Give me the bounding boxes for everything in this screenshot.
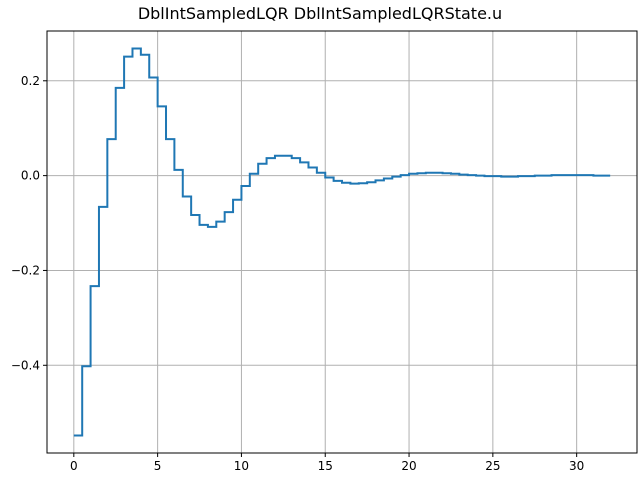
x-tick-label: 10 <box>234 459 249 473</box>
x-axis: 0 5 10 15 20 25 30 <box>70 453 584 473</box>
y-tick-label: −0.2 <box>11 263 40 277</box>
x-tick-label: 0 <box>70 459 78 473</box>
x-tick-label: 30 <box>569 459 584 473</box>
chart-title: DblIntSampledLQR DblIntSampledLQRState.u <box>138 4 502 23</box>
x-tick-label: 25 <box>485 459 500 473</box>
y-tick-label: −0.4 <box>11 358 40 372</box>
plot-frame <box>46 30 638 454</box>
x-tick-label: 15 <box>318 459 333 473</box>
y-tick-label: 0.2 <box>21 74 40 88</box>
series-layer <box>73 47 611 437</box>
series-line <box>73 47 611 437</box>
x-tick-label: 20 <box>401 459 416 473</box>
y-axis: −0.4 −0.2 0.0 0.2 <box>11 74 47 372</box>
y-tick-label: 0.0 <box>21 169 40 183</box>
x-tick-label: 5 <box>154 459 162 473</box>
grid <box>47 31 637 453</box>
